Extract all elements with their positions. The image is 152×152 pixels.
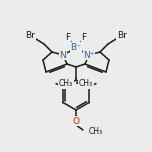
Text: F: F: [66, 33, 71, 41]
Text: O: O: [73, 116, 79, 126]
Text: B⁻: B⁻: [71, 43, 81, 52]
Text: N⁺: N⁺: [83, 50, 95, 59]
Text: CH₃: CH₃: [79, 79, 93, 88]
Text: Br: Br: [117, 31, 127, 40]
Text: CH₃: CH₃: [59, 79, 73, 88]
Text: CH₃: CH₃: [89, 126, 103, 135]
Text: F: F: [81, 33, 86, 41]
Text: N: N: [60, 50, 66, 59]
Text: Br: Br: [25, 31, 35, 40]
